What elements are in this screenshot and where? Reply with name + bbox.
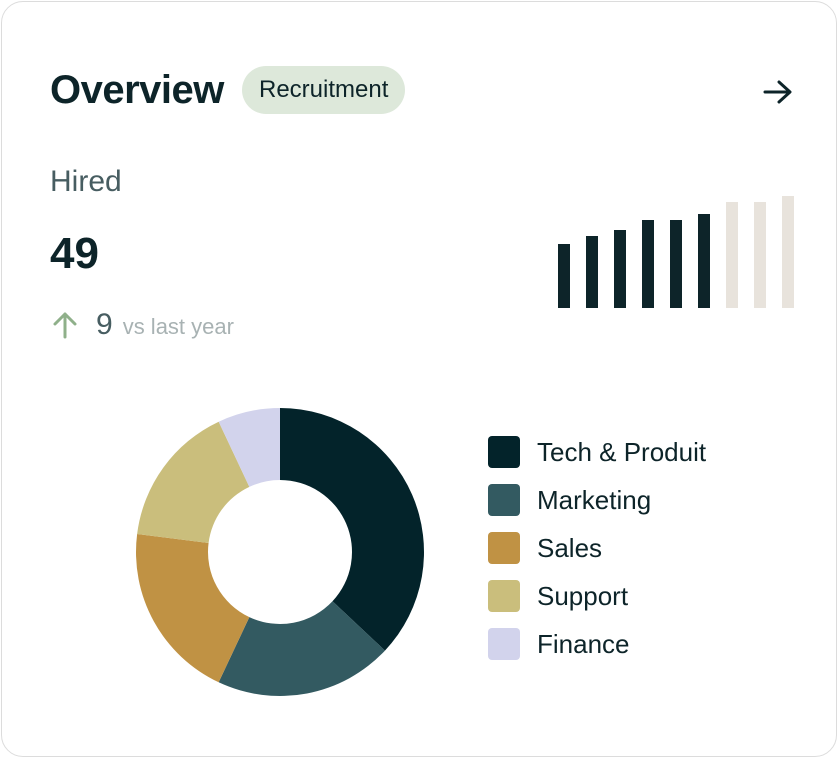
legend-swatch [488, 628, 520, 660]
legend-swatch [488, 580, 520, 612]
hiring-trend-bar-chart [558, 196, 794, 308]
delta-text: vs last year [122, 314, 234, 339]
legend-item: Support [488, 580, 706, 612]
delta-value: 9 [96, 308, 113, 341]
trend-bar [642, 220, 654, 308]
donut-slice [218, 601, 385, 696]
legend-item: Finance [488, 628, 706, 660]
legend-item: Marketing [488, 484, 706, 516]
legend-item: Sales [488, 532, 706, 564]
legend-label: Sales [537, 532, 603, 563]
trend-bar [754, 202, 766, 308]
legend-swatch [488, 532, 520, 564]
legend-swatch [488, 436, 520, 468]
trend-bar [614, 230, 626, 308]
metric-delta: 9 vs last year [50, 305, 234, 345]
donut-slice [137, 421, 250, 543]
donut-slice [280, 408, 425, 651]
legend-swatch [488, 484, 520, 516]
trend-bar [782, 196, 794, 308]
trend-bar [726, 202, 738, 308]
page-title: Overview [50, 68, 224, 112]
legend-label: Finance [537, 628, 630, 659]
chart-legend: Tech & Produit Marketing Sales Support Finan… [488, 436, 706, 676]
legend-label: Marketing [537, 484, 652, 515]
category-badge: Recruitment [242, 66, 406, 114]
open-details-button[interactable] [758, 72, 798, 112]
metric-value: 49 [50, 229, 99, 278]
arrow-right-icon [763, 80, 792, 104]
arrow-up-icon [53, 312, 77, 339]
trend-bar [586, 236, 598, 308]
department-donut-chart [136, 408, 425, 696]
trend-bar [558, 244, 570, 308]
trend-bar [670, 220, 682, 308]
legend-label: Support [537, 580, 629, 611]
trend-bar [698, 214, 710, 308]
legend-item: Tech & Produit [488, 436, 706, 468]
legend-label: Tech & Produit [537, 436, 707, 467]
donut-slice [136, 533, 250, 683]
metric-label: Hired [50, 165, 122, 198]
donut-slice [218, 408, 280, 487]
